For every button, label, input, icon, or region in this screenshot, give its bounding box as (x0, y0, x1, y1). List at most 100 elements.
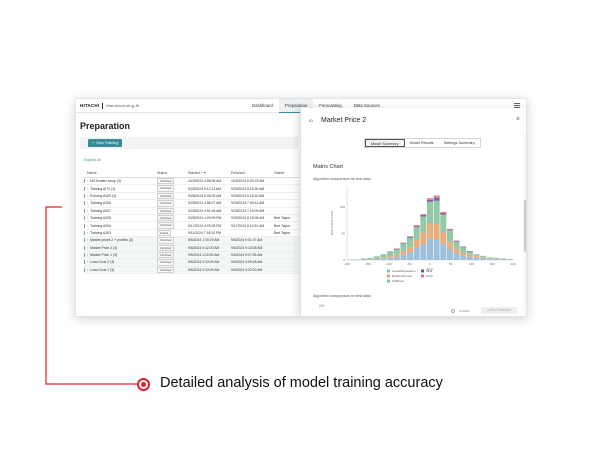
row-owner: Bert Taylor (274, 230, 291, 235)
table-row[interactable]: › Training A265 Finished 9/25/2024 4:29:09 … (84, 214, 304, 223)
y-tick-label: 100 (340, 205, 345, 209)
legend-entry: RandomForest (392, 274, 412, 278)
chevron-right-icon[interactable]: › (87, 193, 89, 198)
row-started: 9/6/2024 9:42:20 AM (188, 245, 220, 250)
row-status: Finished (157, 237, 188, 244)
second-chart-caption: Algorithm comparison on test data (313, 294, 371, 298)
nav-forecasting[interactable]: Forecasting (319, 103, 342, 108)
drawer-scrollbar[interactable] (523, 132, 526, 316)
bar-linearregression (480, 258, 487, 260)
y-axis-label: Data Points Count (330, 211, 334, 236)
col-finished[interactable]: Finished (231, 171, 245, 175)
col-started[interactable]: Started ↑ ⏷ (188, 171, 207, 175)
chevron-right-icon[interactable]: › (87, 238, 89, 243)
row-name: › Training A265 (84, 216, 157, 221)
row-name-text: Load Zone 1 (3) (90, 267, 115, 272)
bar-xgboost (440, 214, 447, 233)
x-tick-label: 200 (510, 262, 515, 266)
row-status: Finished (157, 259, 188, 266)
table-row[interactable]: › Training A266 Finished 9/25/2024 4:56:07 … (84, 200, 304, 208)
chevron-right-icon[interactable]: › (87, 201, 89, 206)
callout-marker-icon (137, 378, 150, 391)
chevron-right-icon[interactable]: › (87, 253, 89, 258)
expand-all-link[interactable]: Expand All (84, 158, 101, 162)
tab-settings-summary[interactable]: Settings Summary (438, 139, 480, 147)
table-row[interactable]: › NGTonalex swap (3) Finished 10/3/2024 4:5… (84, 178, 304, 186)
table-row[interactable]: › Market prices 2 + profiles (3) Finished 9… (84, 237, 304, 245)
bar-xgboost (373, 256, 380, 259)
chevron-right-icon[interactable]: › (87, 216, 89, 221)
bar-linearregression (506, 259, 513, 260)
bar-mlr (400, 243, 407, 244)
x-tick-label: -200 (344, 262, 350, 266)
row-name: › Market Price 2 (3) (84, 245, 157, 250)
bar-mlr (407, 236, 414, 238)
bar-linearregression (500, 259, 507, 260)
chevron-right-icon[interactable]: › (87, 223, 89, 228)
table-row[interactable]: › Training A267 Finished 9/25/2024 4:51:06 … (84, 207, 304, 215)
bar-xgboost (380, 254, 387, 258)
nav-data-sources[interactable]: Data Sources (353, 103, 380, 108)
brand-logo[interactable]: HITACHI Manufacturing AI (80, 102, 140, 109)
row-name-text: Market Price 1 (3) (90, 253, 118, 258)
table-row[interactable]: › Evening A269 (3) Finished 9/25/2024 5:06:… (84, 192, 304, 201)
table-row[interactable]: › Market Price 1 (3) Finished 9/6/2024 1:00… (84, 251, 304, 260)
bar-xgboost (407, 237, 414, 248)
tab-model-summary[interactable]: Model Summary (365, 139, 405, 147)
run-prediction-button[interactable]: ▸ Run Prediction (481, 307, 517, 314)
status-badge: Finished (157, 214, 175, 222)
second-chart-tick: 200 (319, 304, 325, 308)
row-status-bar (84, 238, 86, 243)
table-row[interactable]: › Training AI70 (3) Finished 9/25/2024 5:12… (84, 185, 304, 193)
table-row[interactable]: › Training A263 Failed 9/11/2024 7:18:32 PM… (84, 229, 304, 238)
table-row[interactable]: › Market Price 2 (3) Finished 9/6/2024 9:42… (84, 244, 304, 252)
status-badge: Failed (157, 229, 172, 237)
chevron-right-icon[interactable]: › (87, 260, 89, 265)
col-status[interactable]: Status (157, 171, 168, 175)
scroll-thumb[interactable] (524, 200, 526, 252)
row-status-bar (84, 223, 86, 228)
y-tick-label: 0 (343, 258, 345, 262)
nav-dashboard[interactable]: Dashboard (252, 103, 274, 108)
bar-randomforest (433, 224, 440, 240)
row-status-bar (84, 216, 86, 221)
x-tick-label: 0 (429, 262, 431, 266)
x-axis-label: Error (427, 267, 434, 271)
hamburger-menu-icon[interactable] (514, 103, 520, 108)
bar-randomforest (367, 258, 374, 260)
chevron-right-icon[interactable]: › (87, 179, 89, 184)
page-title: Preparation (80, 121, 131, 131)
chevron-right-icon[interactable]: › (87, 186, 89, 191)
bar-mlr (433, 197, 440, 201)
bar-linearregression (360, 259, 367, 260)
col-owner[interactable]: Owner (274, 171, 285, 175)
chevron-right-icon[interactable]: › (87, 230, 89, 235)
actuals-radio[interactable] (451, 308, 455, 313)
row-status-bar (84, 201, 86, 206)
bar-linearregression (413, 248, 420, 260)
bar-xgboost (347, 259, 354, 260)
chevron-right-icon[interactable]: › (87, 208, 89, 213)
status-badge: Finished (157, 251, 175, 259)
close-icon[interactable]: × (515, 116, 520, 123)
bar-linearregression (393, 256, 400, 260)
bar-linearregression (400, 254, 407, 260)
bar-randomforest (440, 232, 447, 245)
table-row[interactable]: › Load Zone 1 (3) Finished 9/6/2024 3:03:05… (84, 266, 304, 275)
bar-linearregression (380, 258, 387, 260)
legend-swatch (387, 279, 390, 283)
bar-xgboost (400, 243, 407, 252)
chevron-right-icon[interactable]: › (87, 245, 89, 250)
table-row[interactable]: › Training A264 Finished 9/17/2024 4:29:28 … (84, 222, 304, 230)
tab-model-results[interactable]: Model Results (404, 139, 439, 147)
sort-arrow-icon[interactable]: ↑ ⏷ (200, 171, 207, 175)
table-row[interactable]: › Load Zone 2 (3) Finished 9/6/2024 3:03:05… (84, 259, 304, 267)
chevron-right-icon[interactable]: › (87, 267, 89, 272)
bar-randomforest (426, 223, 434, 239)
legend-entry: LinearRegression (392, 269, 416, 273)
row-status: Finished (157, 178, 188, 185)
new-training-button[interactable]: + New Training (88, 139, 123, 147)
status-badge: Finished (157, 200, 175, 207)
col-name[interactable]: Name (87, 171, 97, 175)
bar-mlr (446, 229, 453, 231)
